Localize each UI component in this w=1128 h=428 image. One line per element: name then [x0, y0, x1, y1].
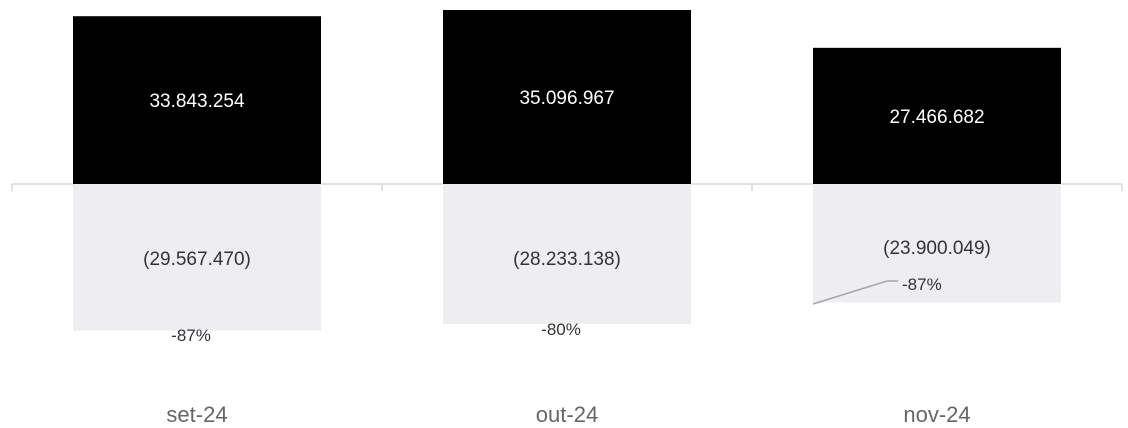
bar-positive: [443, 10, 691, 184]
data-label-positive: 33.843.254: [149, 91, 245, 112]
data-label-negative: (23.900.049): [883, 238, 991, 259]
category-label: out-24: [536, 402, 598, 427]
bar-positive: [813, 47, 1061, 184]
percent-annotation: -87%: [171, 326, 211, 345]
percent-annotation: -87%: [902, 275, 942, 294]
data-label-negative: (29.567.470): [143, 249, 251, 270]
data-label-negative: (28.233.138): [513, 249, 621, 270]
category-label: nov-24: [903, 402, 970, 427]
bar-positive: [73, 16, 321, 184]
category-label: set-24: [166, 402, 227, 427]
bar-negative: [443, 184, 691, 324]
bar-negative: [813, 184, 1061, 303]
data-label-positive: 35.096.967: [519, 88, 614, 109]
percent-annotation: -80%: [541, 320, 581, 339]
bars-layer: [73, 10, 1061, 331]
annotation-leader-line: [812, 280, 898, 305]
bar-negative: [73, 184, 321, 331]
labels-layer: 33.843.254 (29.567.470) -87% set-24 35.096.9…: [143, 88, 991, 427]
data-label-positive: 27.466.682: [889, 107, 984, 128]
